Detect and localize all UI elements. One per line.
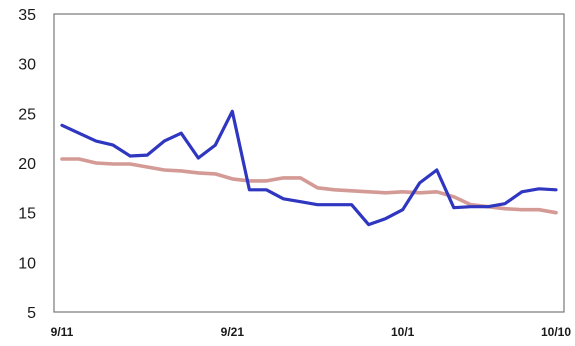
y-axis-ticks: 5 10 15 20 25 30 35 [18,7,36,322]
y-tick-label: 30 [18,57,36,74]
x-tick-label: 9/11 [51,325,74,339]
y-tick-label: 10 [18,255,36,272]
y-tick-label: 5 [27,305,36,322]
y-tick-label: 15 [18,206,36,223]
y-tick-label: 25 [18,106,36,123]
series-lines [60,109,558,227]
y-tick-label: 35 [18,7,36,24]
x-tick-label: 9/21 [221,325,245,339]
x-tick-label: 10/10 [541,325,571,339]
x-axis-ticks: 9/11 9/21 10/1 10/10 [51,325,572,339]
series-line-2 [60,157,558,215]
x-tick-label: 10/1 [391,325,415,339]
plot-area-border [53,13,565,313]
y-tick-label: 20 [18,156,36,173]
series-line-1 [60,109,558,227]
